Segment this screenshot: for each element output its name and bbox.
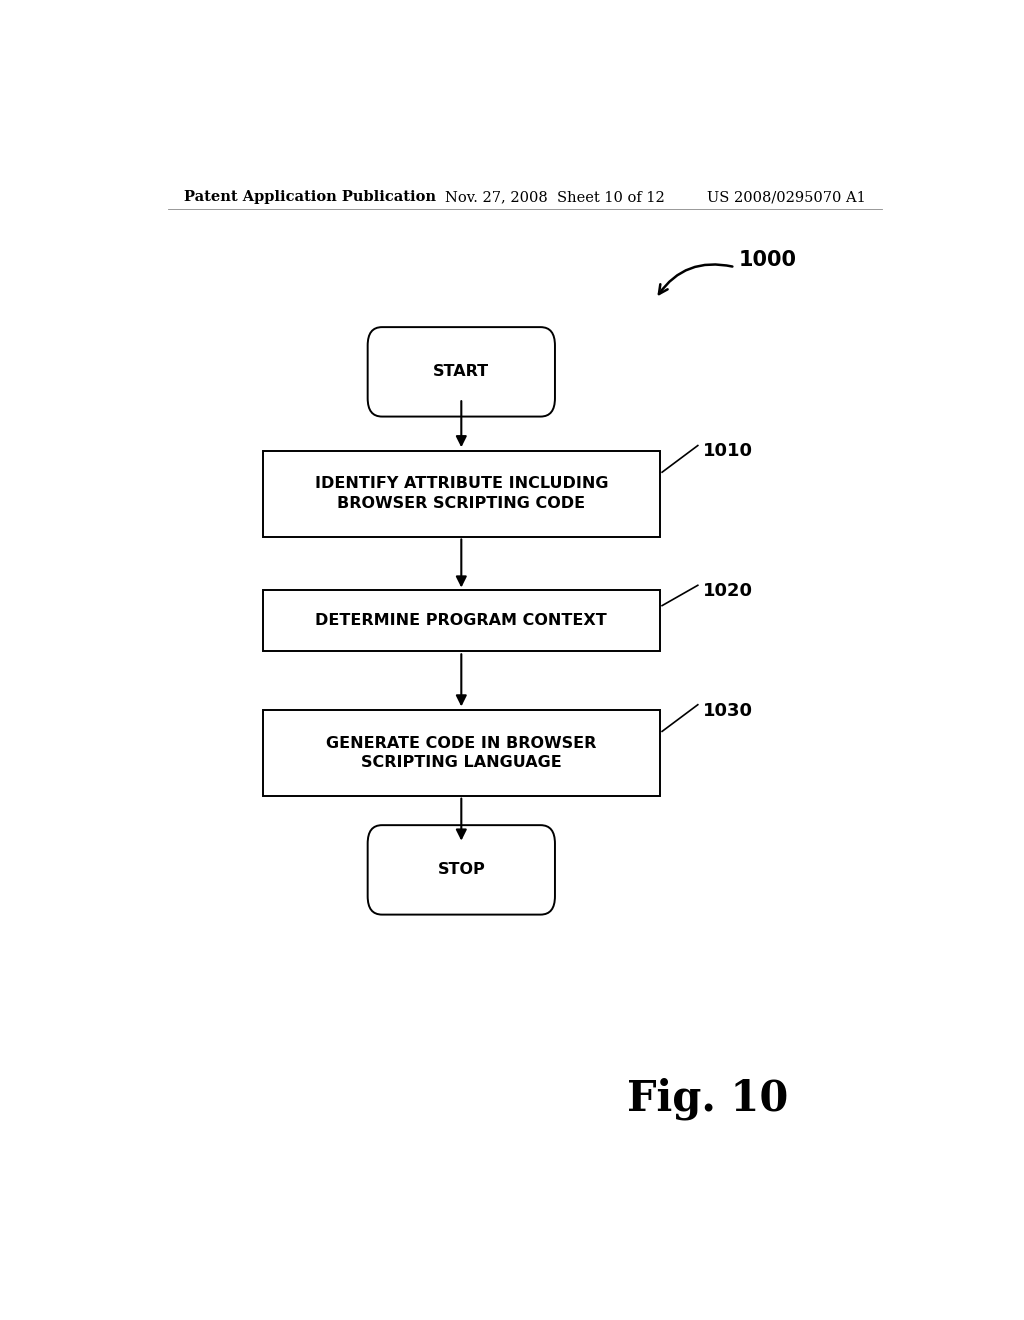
FancyBboxPatch shape (263, 710, 659, 796)
Text: US 2008/0295070 A1: US 2008/0295070 A1 (708, 190, 866, 205)
Text: IDENTIFY ATTRIBUTE INCLUDING
BROWSER SCRIPTING CODE: IDENTIFY ATTRIBUTE INCLUDING BROWSER SCR… (314, 477, 608, 511)
Text: 1020: 1020 (703, 582, 754, 601)
Text: 1010: 1010 (703, 442, 754, 461)
Text: Nov. 27, 2008  Sheet 10 of 12: Nov. 27, 2008 Sheet 10 of 12 (445, 190, 666, 205)
Text: 1000: 1000 (739, 249, 797, 271)
Text: 1030: 1030 (703, 702, 754, 719)
FancyBboxPatch shape (263, 450, 659, 537)
FancyBboxPatch shape (368, 825, 555, 915)
Text: Patent Application Publication: Patent Application Publication (183, 190, 435, 205)
FancyBboxPatch shape (263, 590, 659, 651)
Text: DETERMINE PROGRAM CONTEXT: DETERMINE PROGRAM CONTEXT (315, 614, 607, 628)
Text: STOP: STOP (437, 862, 485, 878)
FancyBboxPatch shape (368, 327, 555, 417)
Text: GENERATE CODE IN BROWSER
SCRIPTING LANGUAGE: GENERATE CODE IN BROWSER SCRIPTING LANGU… (326, 735, 597, 771)
Text: START: START (433, 364, 489, 379)
Text: Fig. 10: Fig. 10 (627, 1077, 788, 1119)
